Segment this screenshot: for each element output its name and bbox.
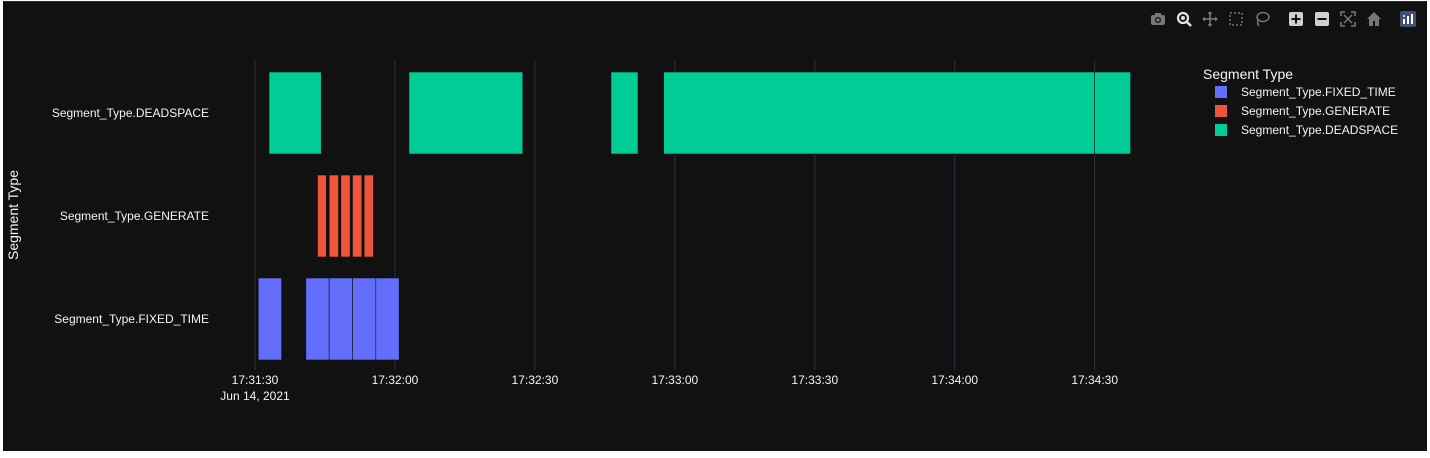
timeline-bar[interactable] — [352, 277, 377, 361]
timeline-bar[interactable] — [1094, 71, 1131, 155]
y-tick-label: Segment_Type.GENERATE — [60, 209, 209, 223]
timeline-bar[interactable] — [268, 71, 322, 155]
timeline-bar[interactable] — [408, 71, 524, 155]
modebar-toolbar — [1145, 7, 1421, 31]
legend-swatch[interactable] — [1215, 86, 1227, 98]
reset-axes-icon[interactable] — [1361, 7, 1387, 31]
pan-icon[interactable] — [1197, 7, 1223, 31]
x-tick-label: 17:34:30 — [1071, 373, 1118, 387]
zoom-icon[interactable] — [1171, 7, 1197, 31]
legend-item-label[interactable]: Segment_Type.DEADSPACE — [1241, 123, 1398, 137]
legend-swatch[interactable] — [1215, 105, 1227, 117]
x-tick-label: 17:32:30 — [512, 373, 559, 387]
zoom-out-icon[interactable] — [1309, 7, 1335, 31]
x-tick-label: 17:31:30 — [232, 373, 279, 387]
box-select-icon[interactable] — [1223, 7, 1249, 31]
legend-title: Segment Type — [1203, 66, 1293, 82]
timeline-bar[interactable] — [352, 174, 363, 258]
x-tick-sublabel: Jun 14, 2021 — [220, 389, 290, 403]
timeline-bar[interactable] — [375, 277, 400, 361]
plotly-logo-icon[interactable] — [1395, 7, 1421, 31]
legend-item-label[interactable]: Segment_Type.FIXED_TIME — [1241, 85, 1396, 99]
timeline-bar[interactable] — [328, 277, 353, 361]
plot-area[interactable] — [257, 71, 1131, 361]
timeline-bar[interactable] — [328, 174, 339, 258]
timeline-bar[interactable] — [610, 71, 639, 155]
legend[interactable]: Segment Type Segment_Type.FIXED_TIME Segm… — [1203, 66, 1398, 137]
timeline-bar[interactable] — [363, 174, 374, 258]
timeline-bar[interactable] — [305, 277, 330, 361]
x-tick-label: 17:32:00 — [372, 373, 419, 387]
autoscale-icon[interactable] — [1335, 7, 1361, 31]
x-tick-label: 17:34:00 — [931, 373, 978, 387]
y-axis-title: Segment Type — [5, 170, 21, 260]
lasso-select-icon[interactable] — [1249, 7, 1275, 31]
timeline-bar[interactable] — [340, 174, 351, 258]
x-tick-label: 17:33:00 — [651, 373, 698, 387]
timeline-bar[interactable] — [663, 71, 1095, 155]
y-tick-label: Segment_Type.DEADSPACE — [52, 106, 209, 120]
camera-icon[interactable] — [1145, 7, 1171, 31]
y-tick-label: Segment_Type.FIXED_TIME — [54, 312, 209, 326]
x-tick-label: 17:33:30 — [791, 373, 838, 387]
legend-item-label[interactable]: Segment_Type.GENERATE — [1241, 104, 1390, 118]
timeline-bar[interactable] — [317, 174, 327, 258]
zoom-in-icon[interactable] — [1283, 7, 1309, 31]
legend-swatch[interactable] — [1215, 124, 1227, 136]
timeline-bar[interactable] — [257, 277, 282, 361]
y-axis: Segment_Type.FIXED_TIME Segment_Type.GENE… — [52, 106, 209, 326]
x-axis: 17:31:30 Jun 14, 2021 17:32:00 17:32:30 17:3… — [220, 373, 1118, 403]
